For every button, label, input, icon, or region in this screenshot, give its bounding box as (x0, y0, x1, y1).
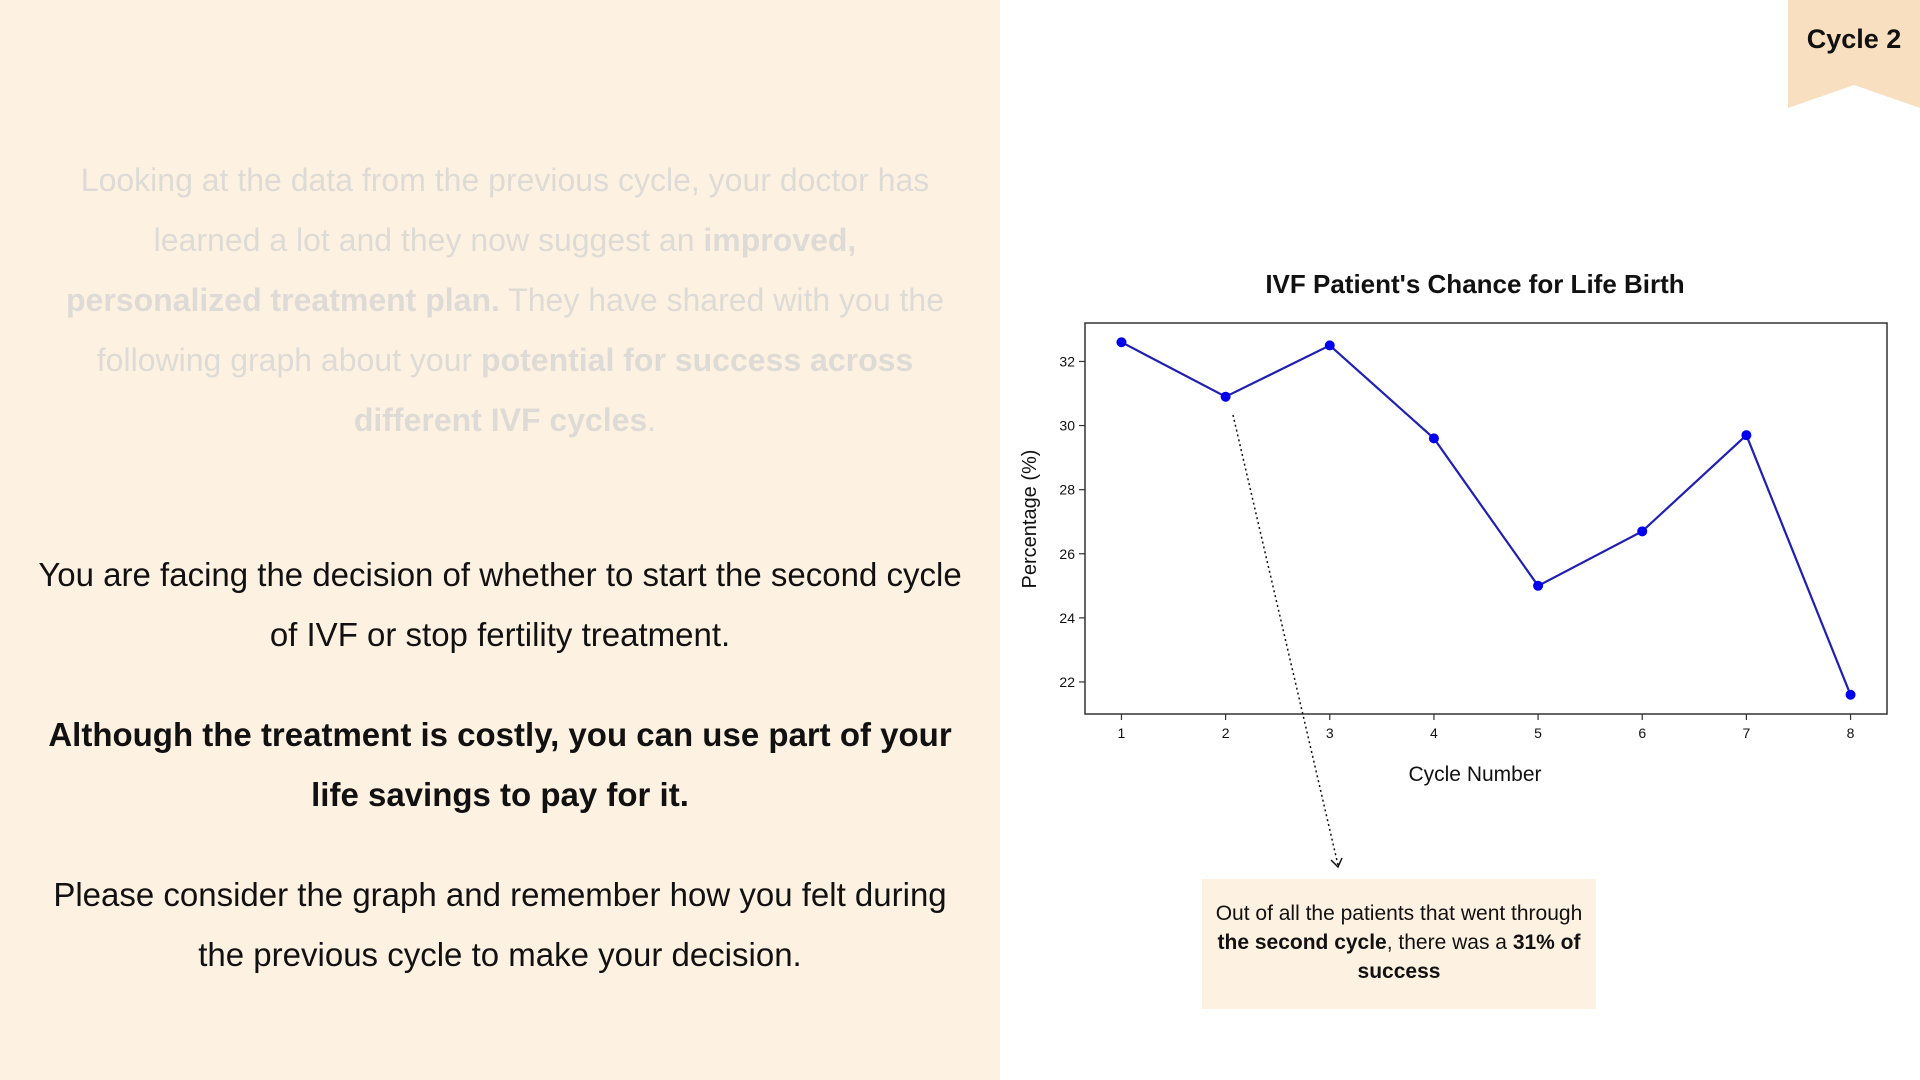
line-chart: IVF Patient's Chance for Life Birth 2224… (1019, 269, 1888, 869)
annotation-pointer (1232, 414, 1339, 866)
x-tick-label: 5 (1534, 725, 1542, 741)
y-tick-label: 30 (1059, 418, 1075, 434)
data-point (1845, 689, 1856, 700)
annotation-box: Out of all the patients that went throug… (1202, 879, 1596, 1009)
x-tick-label: 4 (1430, 725, 1438, 741)
series-line (1120, 341, 1852, 696)
annotation-part2: , there was a (1386, 931, 1513, 954)
y-axis-ticks: 22 24 26 28 30 32 (1059, 353, 1085, 690)
x-axis-ticks: 1 2 3 4 5 6 7 8 (1118, 714, 1855, 741)
series-polyline (1120, 341, 1852, 696)
y-axis-label: Percentage (%) (1019, 450, 1041, 589)
intro-text: Looking at the data from the previous cy… (55, 150, 955, 450)
annotation-bold2: 31% of success (1357, 931, 1581, 983)
data-point (1116, 337, 1127, 348)
data-point (1220, 391, 1231, 402)
y-tick-label: 26 (1059, 546, 1075, 562)
x-tick-label: 7 (1742, 725, 1750, 741)
data-point (1324, 340, 1335, 351)
chart-title: IVF Patient's Chance for Life Birth (1265, 269, 1684, 299)
series-points (1116, 337, 1856, 700)
intro-text-part1: Looking at the data from the previous cy… (80, 162, 930, 258)
badge-ribbon-shape (1788, 0, 1920, 108)
y-tick-label: 32 (1059, 353, 1075, 369)
left-panel: Looking at the data from the previous cy… (0, 0, 1000, 1080)
x-tick-label: 2 (1222, 725, 1230, 741)
intro-text-bold2: potential for success across different I… (353, 342, 914, 438)
data-point (1428, 433, 1439, 444)
x-tick-label: 6 (1638, 725, 1646, 741)
annotation-part1: Out of all the patients that went throug… (1215, 902, 1583, 925)
x-tick-label: 1 (1118, 725, 1126, 741)
annotation-arrowhead (1330, 857, 1343, 869)
intro-text-part2: They have shared with you the following … (96, 282, 944, 378)
data-point (1533, 580, 1544, 591)
consider-text: Please consider the graph and remember h… (53, 876, 947, 973)
y-tick-label: 22 (1059, 674, 1075, 690)
x-tick-label: 3 (1326, 725, 1334, 741)
cost-text: Although the treatment is costly, you ca… (48, 716, 952, 813)
y-tick-label: 24 (1059, 610, 1075, 626)
data-point (1637, 526, 1648, 537)
cycle-badge: Cycle 2 (1788, 0, 1920, 108)
badge-label: Cycle 2 (1806, 24, 1902, 54)
x-axis-label: Cycle Number (1408, 763, 1541, 786)
x-tick-label: 8 (1847, 725, 1855, 741)
annotation-bold1: the second cycle (1217, 931, 1387, 954)
data-point (1741, 430, 1752, 441)
y-tick-label: 28 (1059, 482, 1075, 498)
intro-text-bold1: improved, personalized treatment plan. (66, 222, 857, 318)
intro-text-part3: . (647, 402, 657, 438)
decision-text: You are facing the decision of whether t… (38, 556, 962, 653)
plot-frame (1084, 322, 1888, 715)
